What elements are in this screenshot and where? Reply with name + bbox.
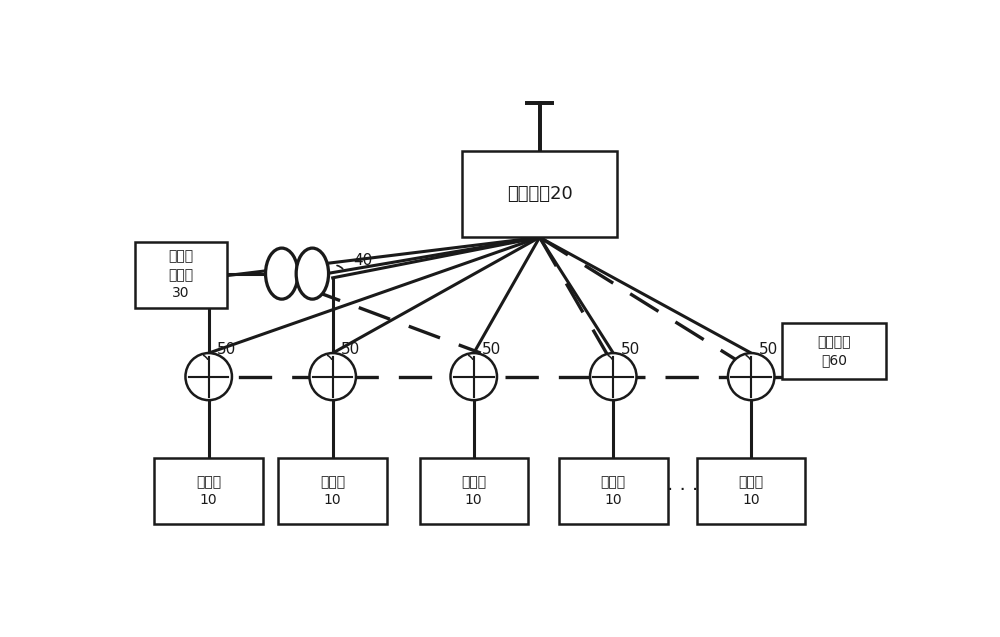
- Ellipse shape: [309, 353, 356, 400]
- Bar: [278, 458, 387, 524]
- Text: 50: 50: [340, 342, 360, 357]
- Ellipse shape: [266, 248, 298, 299]
- Ellipse shape: [728, 353, 774, 400]
- Text: 供电电渠20: 供电电渠20: [507, 185, 572, 203]
- Ellipse shape: [590, 353, 637, 400]
- Ellipse shape: [296, 248, 329, 299]
- Text: 50: 50: [482, 342, 501, 357]
- Text: 充电桡
10: 充电桡 10: [196, 475, 221, 507]
- Bar: [559, 458, 668, 524]
- Text: 40: 40: [354, 253, 373, 268]
- Bar: [135, 242, 227, 308]
- Text: 50: 50: [621, 342, 640, 357]
- Text: 50: 50: [759, 342, 778, 357]
- Ellipse shape: [450, 353, 497, 400]
- Bar: [420, 458, 528, 524]
- Text: 充电桡
10: 充电桡 10: [320, 475, 345, 507]
- Text: 配电中心
模60: 配电中心 模60: [817, 335, 851, 368]
- Ellipse shape: [185, 353, 232, 400]
- Text: 用户常
规负载
30: 用户常 规负载 30: [168, 250, 193, 301]
- Text: 充电桡
10: 充电桡 10: [601, 475, 626, 507]
- Bar: [782, 323, 886, 379]
- Bar: [697, 458, 805, 524]
- Text: 充电桡
10: 充电桡 10: [739, 475, 764, 507]
- Bar: [462, 151, 617, 237]
- Text: · · ·: · · ·: [667, 482, 699, 501]
- Text: 50: 50: [216, 342, 236, 357]
- Bar: [154, 458, 263, 524]
- Text: 充电桡
10: 充电桡 10: [461, 475, 486, 507]
